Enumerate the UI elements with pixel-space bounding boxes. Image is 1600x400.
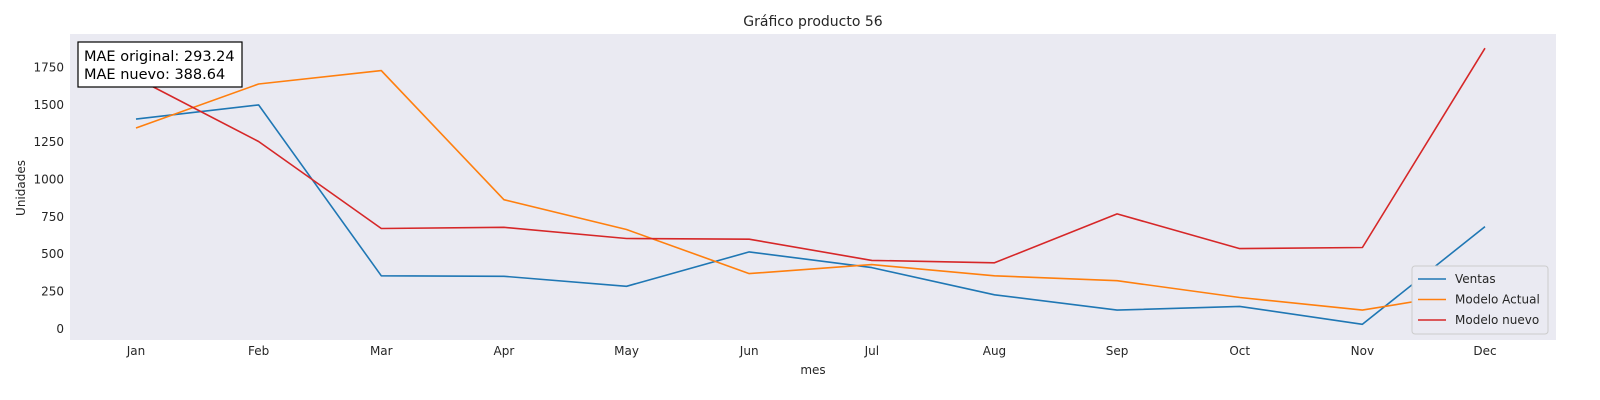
x-tick-label: Jan <box>126 344 146 358</box>
y-tick-label: 1000 <box>33 173 64 187</box>
x-tick-label: Dec <box>1473 344 1496 358</box>
x-tick-label: Apr <box>494 344 515 358</box>
legend: Ventas Modelo Actual Modelo nuevo <box>1411 265 1549 335</box>
y-tick-label: 1750 <box>33 61 64 75</box>
mae-annotation-box: MAE original: 293.24 MAE nuevo: 388.64 <box>77 41 243 88</box>
x-axis-label: mes <box>800 363 825 377</box>
legend-frame <box>1411 265 1549 335</box>
series-line-modelo-actual <box>135 69 1486 311</box>
x-tick-label: Oct <box>1229 344 1250 358</box>
legend-label: Modelo nuevo <box>1455 313 1539 327</box>
annotation-line-mae-original: MAE original: 293.24 <box>84 49 235 65</box>
x-tick-label: Jul <box>864 344 879 358</box>
x-tick-label: Nov <box>1351 344 1374 358</box>
series-line-ventas <box>135 104 1486 326</box>
x-tick-label: Aug <box>983 344 1006 358</box>
y-tick-label: 500 <box>41 247 64 261</box>
y-axis-label: Unidades <box>14 160 28 216</box>
x-tick-label: Feb <box>248 344 269 358</box>
y-axis-ticks: 0 250 500 750 1000 1250 1500 1750 <box>33 61 64 336</box>
x-tick-label: May <box>614 344 639 358</box>
x-tick-label: Jun <box>739 344 759 358</box>
x-tick-label: Mar <box>370 344 393 358</box>
x-tick-label: Sep <box>1106 344 1129 358</box>
series-lines <box>135 47 1486 326</box>
x-axis-ticks: Jan Feb Mar Apr May Jun Jul Aug Sep Oct Nov Dec <box>126 344 1497 358</box>
y-tick-label: 1250 <box>33 135 64 149</box>
chart-title: Gráfico producto 56 <box>743 14 882 30</box>
legend-label: Ventas <box>1455 272 1496 286</box>
series-line-modelo-nuevo <box>135 47 1486 264</box>
y-tick-label: 1500 <box>33 98 64 112</box>
annotation-line-mae-nuevo: MAE nuevo: 388.64 <box>84 67 225 83</box>
y-tick-label: 0 <box>56 322 64 336</box>
annotation-frame <box>77 41 243 88</box>
legend-label: Modelo Actual <box>1455 293 1540 307</box>
y-tick-label: 250 <box>41 284 64 298</box>
y-tick-label: 750 <box>41 210 64 224</box>
